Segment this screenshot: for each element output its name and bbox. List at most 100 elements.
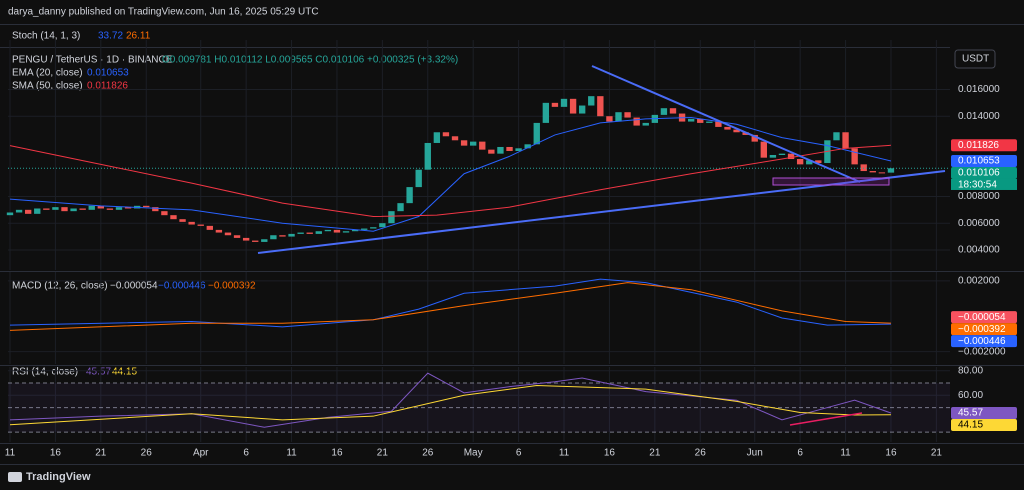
- x-tick-label: 11: [559, 448, 570, 459]
- axis-value-box: [951, 154, 1017, 167]
- candle: [796, 159, 804, 165]
- candle: [279, 235, 286, 237]
- y-tick-label: 0.004000: [958, 245, 1000, 256]
- candle: [288, 233, 295, 237]
- axis-value-label: 0.011826: [958, 140, 999, 151]
- x-tick-label: 6: [797, 448, 803, 459]
- candle: [560, 98, 568, 107]
- indicator-line: [9, 372, 892, 428]
- indicator-line: [9, 282, 891, 331]
- candle: [669, 108, 677, 114]
- candle: [815, 160, 822, 164]
- divider: [0, 464, 1024, 465]
- candle: [887, 168, 895, 173]
- x-tick-label: 21: [377, 448, 389, 459]
- axis-value-box: [951, 166, 1017, 179]
- candle: [34, 208, 41, 214]
- x-tick-label: 21: [649, 448, 661, 459]
- x-tick-label: Apr: [193, 448, 209, 459]
- x-tick-label: 16: [331, 448, 343, 459]
- candle: [370, 227, 377, 229]
- candle: [588, 96, 595, 106]
- candle: [188, 221, 195, 225]
- countdown: 18:30:54: [958, 180, 997, 191]
- candle: [687, 118, 695, 122]
- y-tick-label: 0.014000: [958, 111, 1000, 122]
- candle: [524, 144, 531, 149]
- x-tick-label: 11: [840, 448, 851, 459]
- candle: [233, 235, 241, 238]
- candle: [460, 140, 468, 146]
- candle: [706, 121, 713, 123]
- candle: [569, 98, 577, 114]
- candle: [361, 228, 368, 230]
- x-tick-label: 26: [695, 448, 707, 459]
- countdown-box: [951, 178, 1017, 190]
- candle: [442, 132, 450, 137]
- candle: [15, 209, 23, 213]
- candle: [733, 129, 740, 133]
- sma-label: SMA (50, close): [12, 81, 83, 92]
- candle: [315, 231, 322, 234]
- stoch-k: 33.72: [98, 31, 123, 42]
- y-tick-label: 0.002000: [958, 275, 1000, 286]
- candle: [715, 121, 722, 127]
- candle: [542, 102, 550, 123]
- rsi-label: RSI (14, close): [12, 367, 78, 378]
- candle: [606, 116, 613, 122]
- candle: [97, 205, 104, 209]
- drawings: [257, 65, 946, 426]
- candle: [270, 235, 277, 240]
- x-tick-label: 11: [5, 448, 16, 459]
- candle: [479, 141, 486, 150]
- candle: [633, 117, 640, 126]
- axis-value-label: 45.57: [958, 408, 983, 419]
- candle: [152, 207, 159, 212]
- divergence: [789, 412, 863, 426]
- candle: [261, 239, 268, 242]
- currency[interactable]: USDT: [962, 54, 989, 65]
- candle: [769, 155, 777, 158]
- candle: [578, 105, 586, 114]
- candle: [624, 112, 631, 118]
- candle: [760, 141, 767, 158]
- axis-value-label: 0.010106: [958, 168, 1000, 179]
- candle: [842, 132, 849, 149]
- candle: [379, 223, 386, 228]
- divider: [0, 47, 950, 48]
- indicator-line: [9, 278, 891, 328]
- logo: [8, 472, 22, 482]
- sma-value: 0.011826: [87, 81, 128, 92]
- y-tick-label: 0.006000: [958, 218, 1000, 229]
- currency-box[interactable]: [954, 49, 996, 69]
- candle: [79, 208, 86, 210]
- candle: [70, 208, 77, 212]
- candle: [597, 96, 604, 117]
- axis-value-box: [951, 311, 1017, 324]
- candle: [124, 207, 132, 209]
- candle: [451, 136, 459, 141]
- footer-brand: TradingView: [26, 471, 91, 483]
- rsi-value: 45.57: [86, 367, 111, 378]
- candle: [388, 211, 395, 224]
- x-tick-label: 6: [516, 448, 522, 459]
- ema-value: 0.010653: [87, 68, 129, 79]
- candle: [806, 160, 813, 165]
- axis-value-label: −0.000392: [958, 324, 1006, 335]
- candle: [333, 229, 341, 233]
- x-tick-label: 26: [422, 448, 434, 459]
- candle: [115, 207, 123, 210]
- candle: [533, 122, 540, 145]
- x-tick-label: 16: [885, 448, 897, 459]
- candle: [506, 146, 513, 151]
- axis-value-label: −0.000054: [958, 312, 1006, 323]
- candle: [406, 187, 413, 204]
- candle: [52, 207, 59, 210]
- y-tick-label: −0.002000: [958, 346, 1006, 357]
- axis-value-box: [951, 323, 1017, 336]
- divider: [0, 24, 1024, 25]
- axis-value-label: 44.15: [958, 420, 983, 431]
- x-tick-label: May: [464, 448, 483, 459]
